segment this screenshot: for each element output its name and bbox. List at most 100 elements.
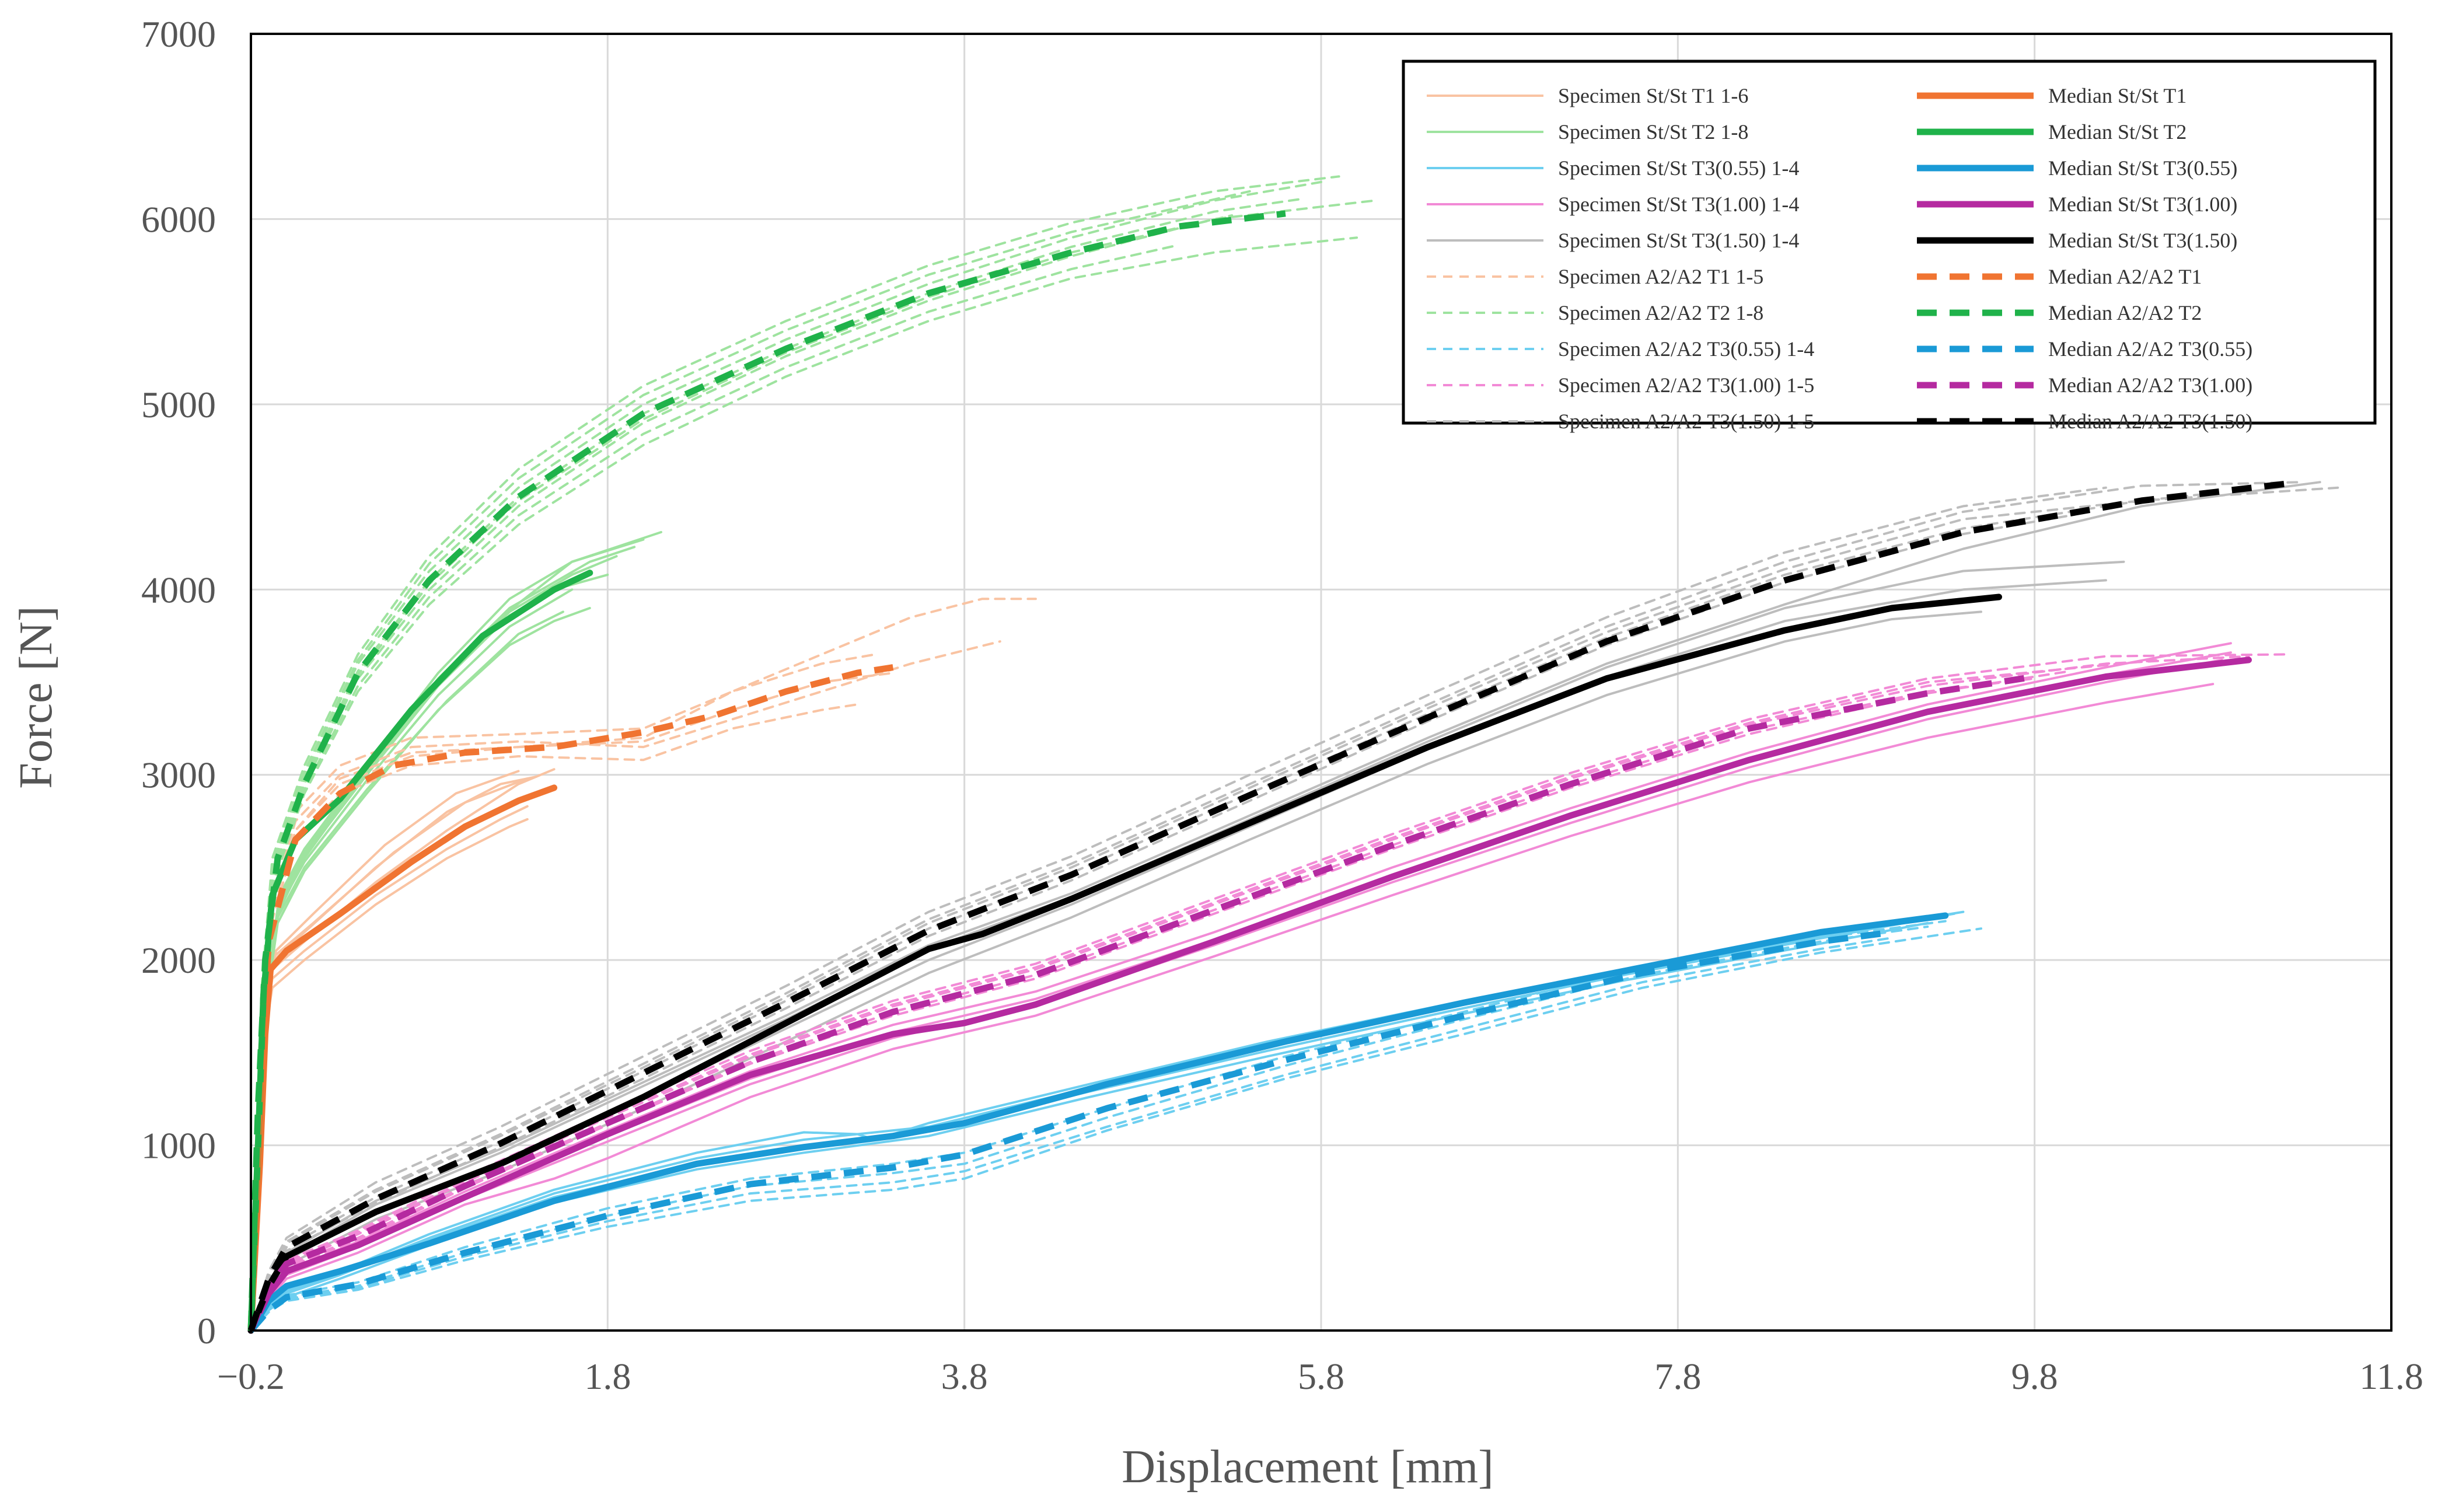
legend-label: Specimen A2/A2 T2 1-8 [1558, 301, 1763, 324]
specimen-curve-specimen-a2-a2-t3-0-55-1-4-1 [250, 927, 1982, 1332]
series-specimen-a2-a2-t3-1-50-1-5 [250, 481, 2339, 1332]
specimen-curve-specimen-a2-a2-t3-1-00-1-5-4 [250, 677, 2036, 1332]
plot-frame [250, 33, 2392, 1332]
y-tick-label: 5000 [141, 384, 216, 425]
y-tick-label: 4000 [141, 569, 216, 610]
series-median-a2-a2-t1 [247, 664, 894, 1331]
x-axis-title: Displacement [mm] [1122, 1441, 1494, 1493]
median-curve-median-a2-a2-t2-1 [247, 210, 1286, 1331]
legend-item-median-a2-a2-t3-1-00: Median A2/A2 T3(1.00) [1917, 373, 2252, 397]
legend-label: Specimen St/St T3(1.50) 1-4 [1558, 229, 1799, 252]
legend-label: Median A2/A2 T1 [2048, 265, 2202, 288]
specimen-curve-specimen-a2-a2-t3-1-00-1-5-5 [250, 658, 2161, 1332]
legend-label: Specimen St/St T1 1-6 [1558, 84, 1748, 107]
legend-label: Median St/St T2 [2048, 120, 2186, 144]
specimen-curve-specimen-a2-a2-t2-1-8-3 [250, 236, 1358, 1332]
legend-item-specimen-a2-a2-t1-1-5: Specimen A2/A2 T1 1-5 [1427, 265, 1763, 288]
y-tick-label: 3000 [141, 755, 216, 796]
x-tick-label: 11.8 [2359, 1356, 2423, 1397]
specimen-curve-specimen-a2-a2-t3-1-00-1-5-3 [250, 653, 2286, 1332]
series-median-a2-a2-t3-1-50 [247, 480, 2285, 1332]
median-curve-median-a2-a2-t1-1 [247, 664, 894, 1331]
specimen-curve-specimen-st-st-t3-1-00-1-4-2 [250, 658, 2223, 1332]
legend-item-specimen-st-st-t2-1-8: Specimen St/St T2 1-8 [1427, 120, 1748, 144]
specimen-curve-specimen-a2-a2-t3-1-50-1-5-3 [250, 486, 2107, 1332]
specimen-curve-specimen-a2-a2-t3-1-50-1-5-5 [250, 492, 2215, 1332]
legend-item-median-st-st-t3-1-50: Median St/St T3(1.50) [1917, 229, 2237, 252]
legend-item-median-st-st-t3-0-55: Median St/St T3(0.55) [1917, 156, 2237, 180]
specimen-curve-specimen-a2-a2-t3-1-00-1-5-2 [250, 670, 2072, 1332]
specimen-curve-specimen-a2-a2-t3-1-50-1-5-1 [250, 481, 2304, 1332]
legend-item-median-a2-a2-t3-1-50: Median A2/A2 T3(1.50) [1917, 410, 2252, 433]
legend-item-median-a2-a2-t3-0-55: Median A2/A2 T3(0.55) [1917, 337, 2252, 361]
specimen-curve-specimen-a2-a2-t2-1-8-2 [250, 199, 1376, 1332]
legend-box [1402, 60, 2377, 425]
legend-item-median-st-st-t2: Median St/St T2 [1917, 120, 2186, 144]
legend-item-specimen-st-st-t3-1-00-1-4: Specimen St/St T3(1.00) 1-4 [1427, 193, 1799, 216]
legend-label: Median St/St T3(0.55) [2048, 156, 2237, 180]
y-tick-label: 6000 [141, 198, 216, 240]
median-curve-median-a2-a2-t3-1-50-1 [247, 480, 2285, 1332]
legend-item-median-st-st-t1: Median St/St T1 [1917, 84, 2186, 107]
series-median-a2-a2-t3-0-55 [248, 929, 1892, 1333]
legend-label: Median St/St T1 [2048, 84, 2186, 107]
specimen-curve-specimen-a2-a2-t3-0-55-1-4-4 [250, 937, 1894, 1332]
x-tick-label: 7.8 [1654, 1356, 1701, 1397]
y-tick-label: 0 [197, 1310, 216, 1352]
series-median-st-st-t3-1-00 [247, 657, 2252, 1334]
series-specimen-a2-a2-t2-1-8 [250, 175, 1376, 1332]
specimen-curve-specimen-st-st-t3-1-00-1-4-4 [250, 651, 2232, 1332]
series-median-a2-a2-t2 [247, 210, 1286, 1331]
legend-label: Specimen A2/A2 T3(0.55) 1-4 [1558, 337, 1814, 361]
legend-item-specimen-st-st-t1-1-6: Specimen St/St T1 1-6 [1427, 84, 1748, 107]
x-tick-label: 9.8 [2011, 1356, 2058, 1397]
legend-label: Specimen St/St T3(1.00) 1-4 [1558, 193, 1799, 216]
x-tick-label: 3.8 [941, 1356, 988, 1397]
legend-item-specimen-a2-a2-t3-1-00-1-5: Specimen A2/A2 T3(1.00) 1-5 [1427, 373, 1814, 397]
median-curve-median-a2-a2-t3-0-55-1 [248, 929, 1892, 1333]
x-tick-label: −0.2 [217, 1356, 285, 1397]
legend-item-median-st-st-t3-1-00: Median St/St T3(1.00) [1917, 193, 2237, 216]
x-tick-label: 1.8 [584, 1356, 631, 1397]
legend-label: Median A2/A2 T2 [2048, 301, 2202, 324]
legend-item-specimen-a2-a2-t2-1-8: Specimen A2/A2 T2 1-8 [1427, 301, 1763, 324]
legend-label: Specimen A2/A2 T3(1.00) 1-5 [1558, 373, 1814, 397]
legend-item-median-a2-a2-t2: Median A2/A2 T2 [1917, 301, 2202, 324]
x-tick-labels: −0.2 1.8 3.8 5.8 7.8 9.8 11.8 [217, 1356, 2423, 1397]
legend-label: Median A2/A2 T3(1.00) [2048, 373, 2252, 397]
legend-label: Median St/St T3(1.00) [2048, 193, 2237, 216]
specimen-curve-specimen-st-st-t3-1-00-1-4-3 [250, 683, 2215, 1332]
series-median-st-st-t3-0-55 [247, 912, 1949, 1334]
median-curve-median-a2-a2-t3-1-00-1 [247, 673, 2035, 1332]
legend-item-specimen-a2-a2-t3-0-55-1-4: Specimen A2/A2 T3(0.55) 1-4 [1427, 337, 1814, 361]
series-specimen-a2-a2-t3-0-55-1-4 [250, 920, 1982, 1332]
axes [250, 33, 2392, 1332]
y-tick-label: 1000 [141, 1125, 216, 1167]
y-tick-label: 7000 [141, 13, 216, 55]
legend-label: Specimen St/St T3(0.55) 1-4 [1558, 156, 1799, 180]
series-median-a2-a2-t3-1-00 [247, 673, 2035, 1332]
legend-label: Median A2/A2 T3(0.55) [2048, 337, 2252, 361]
legend-label: Specimen A2/A2 T3(1.50) 1-5 [1558, 410, 1814, 433]
legend-item-median-a2-a2-t1: Median A2/A2 T1 [1917, 265, 2202, 288]
median-curve-median-st-st-t3-0-55-1 [247, 912, 1949, 1334]
y-axis-title: Force [N] [11, 606, 62, 788]
legend: Specimen St/St T1 1-6 Specimen St/St T2 1… [1402, 60, 2377, 433]
legend-item-specimen-st-st-t3-0-55-1-4: Specimen St/St T3(0.55) 1-4 [1427, 156, 1799, 180]
y-tick-labels: 0 1000 2000 3000 4000 5000 6000 7000 [141, 13, 216, 1352]
series-median-st-st-t3-1-50 [247, 593, 2002, 1334]
median-curve-median-st-st-t3-1-50-1 [247, 593, 2002, 1334]
legend-item-specimen-st-st-t3-1-50-1-4: Specimen St/St T3(1.50) 1-4 [1427, 229, 1799, 252]
legend-label: Median St/St T3(1.50) [2048, 229, 2237, 252]
specimen-curve-specimen-st-st-t3-1-50-1-4-4 [250, 560, 2125, 1332]
legend-label: Specimen A2/A2 T1 1-5 [1558, 265, 1763, 288]
legend-label: Specimen St/St T2 1-8 [1558, 120, 1748, 144]
specimen-curve-specimen-a2-a2-t2-1-8-4 [250, 175, 1340, 1332]
y-tick-label: 2000 [141, 940, 216, 981]
legend-label: Median A2/A2 T3(1.50) [2048, 410, 2252, 433]
x-tick-label: 5.8 [1298, 1356, 1344, 1397]
legend-item-specimen-a2-a2-t3-1-50-1-5: Specimen A2/A2 T3(1.50) 1-5 [1427, 410, 1814, 433]
curves [247, 175, 2339, 1334]
median-curve-median-st-st-t3-1-00-1 [247, 657, 2252, 1334]
